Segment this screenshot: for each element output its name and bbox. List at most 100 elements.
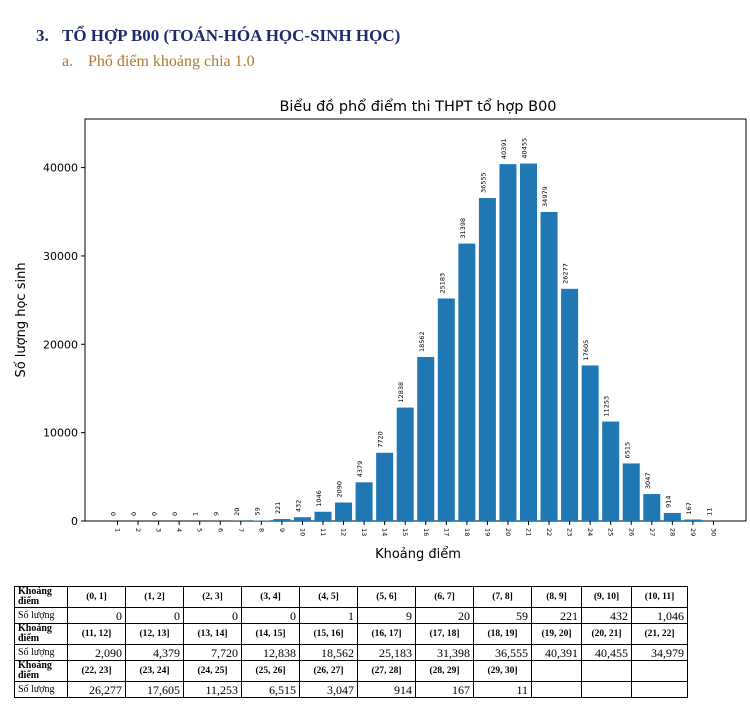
row-label-count: Số lượng: [14, 644, 68, 661]
data-label: 1: [192, 512, 200, 516]
count-cell: 2,090: [67, 644, 126, 661]
count-cell: 12,838: [241, 644, 300, 661]
score-distribution-table: Khoảng điểm (0, 1] (1, 2] (2, 3] (3, 4] (4, 5…: [14, 586, 688, 698]
bar: [622, 463, 640, 521]
x-tick-label: 24: [586, 528, 594, 536]
data-label: 0: [151, 512, 159, 516]
y-tick-label: 40000: [43, 162, 78, 175]
section-number: 3.: [36, 26, 49, 45]
range-cell: (22, 23]: [67, 660, 126, 682]
y-axis-label: Số lượng học sinh: [14, 262, 29, 377]
count-cell: 40,391: [531, 644, 582, 661]
range-cell: (26, 27]: [299, 660, 358, 682]
y-tick-label: 20000: [43, 338, 78, 351]
count-cell: 221: [531, 607, 582, 624]
range-cell: (0, 1]: [67, 586, 126, 608]
x-tick-label: 25: [607, 528, 615, 536]
range-cell: (11, 12]: [67, 623, 126, 645]
range-cell: (2, 3]: [183, 586, 242, 608]
data-label: 914: [664, 496, 672, 508]
bar: [499, 164, 517, 521]
bar: [376, 452, 394, 521]
bar: [314, 511, 332, 521]
count-cell: 11: [473, 681, 532, 698]
bar: [520, 163, 537, 521]
count-cell: 36,555: [473, 644, 532, 661]
y-tick-label: 10000: [43, 427, 78, 440]
chart-title: Biểu đồ phổ điểm thi THPT tổ hợp B00: [279, 98, 556, 115]
bar: [335, 502, 353, 521]
count-cell: 4,379: [125, 644, 184, 661]
data-label: 17605: [582, 340, 590, 361]
data-label: 0: [110, 512, 118, 516]
table-count-row: Số lượng 2,090 4,379 7,720 12,838 18,562 25,18…: [14, 644, 688, 661]
data-label: 167: [685, 502, 693, 514]
count-cell: [531, 681, 582, 698]
data-label: 7720: [377, 431, 385, 448]
data-label: 25183: [438, 273, 446, 294]
x-tick-label: 20: [504, 528, 512, 536]
x-tick-label: 16: [422, 528, 430, 536]
count-cell: 0: [67, 607, 126, 624]
count-cell: 26,277: [67, 681, 126, 698]
x-tick-label: 22: [545, 528, 553, 536]
x-tick-label: 5: [196, 528, 204, 532]
count-cell: 25,183: [357, 644, 416, 661]
range-cell: (15, 16]: [299, 623, 358, 645]
range-cell: (3, 4]: [241, 586, 300, 608]
count-cell: 1,046: [631, 607, 688, 624]
range-cell: (6, 7]: [415, 586, 474, 608]
data-label: 12838: [397, 382, 405, 403]
data-label: 34979: [541, 186, 549, 207]
row-label-count: Số lượng: [14, 681, 68, 698]
count-cell: 31,398: [415, 644, 474, 661]
range-cell: (27, 28]: [357, 660, 416, 682]
count-cell: 34,979: [631, 644, 688, 661]
x-tick-label: 23: [566, 528, 574, 536]
range-cell: (18, 19]: [473, 623, 532, 645]
x-tick-label: 29: [689, 528, 697, 536]
score-distribution-chart: Biểu đồ phổ điểm thi THPT tổ hợp B000100…: [14, 98, 747, 562]
count-cell: 3,047: [299, 681, 358, 698]
count-cell: 7,720: [183, 644, 242, 661]
bar: [396, 407, 414, 521]
range-cell: (29, 30]: [473, 660, 532, 682]
range-cell: (24, 25]: [183, 660, 242, 682]
x-tick-label: 21: [525, 528, 533, 536]
x-tick-label: 17: [442, 528, 450, 536]
x-tick-label: 13: [360, 528, 368, 536]
range-cell: (16, 17]: [357, 623, 416, 645]
table-count-row: Số lượng 26,277 17,605 11,253 6,515 3,047 914 1…: [14, 681, 688, 698]
range-cell: (28, 29]: [415, 660, 474, 682]
range-cell: [531, 660, 582, 682]
range-cell: (1, 2]: [125, 586, 184, 608]
y-tick-label: 0: [71, 515, 78, 528]
data-label: 432: [294, 500, 302, 512]
x-tick-label: 15: [401, 528, 409, 536]
bar: [355, 482, 373, 521]
count-cell: 9: [357, 607, 416, 624]
x-tick-label: 6: [216, 528, 224, 532]
count-cell: [581, 681, 632, 698]
bar: [437, 298, 455, 521]
x-tick-label: 2: [134, 528, 142, 532]
count-cell: 6,515: [241, 681, 300, 698]
x-tick-label: 1: [114, 528, 122, 532]
bar: [581, 365, 599, 521]
section-heading: 3. TỔ HỢP B00 (TOÁN-HÓA HỌC-SINH HỌC): [36, 26, 400, 46]
data-label: 40391: [500, 138, 508, 159]
range-cell: (7, 8]: [473, 586, 532, 608]
subsection-heading: a. Phổ điểm khoảng chia 1.0: [62, 53, 255, 71]
x-tick-label: 30: [709, 528, 717, 536]
subsection-number: a.: [62, 53, 74, 70]
count-cell: 0: [183, 607, 242, 624]
bar: [602, 421, 620, 521]
bar: [478, 198, 496, 521]
x-tick-label: 9: [278, 528, 286, 532]
x-tick-label: 11: [319, 528, 327, 536]
table-range-row: Khoảng điểm (0, 1] (1, 2] (2, 3] (3, 4] (4, 5…: [14, 586, 688, 608]
data-label: 36555: [479, 172, 487, 193]
data-label: 221: [274, 502, 282, 514]
data-label: 1046: [315, 490, 323, 507]
bar: [540, 211, 558, 521]
